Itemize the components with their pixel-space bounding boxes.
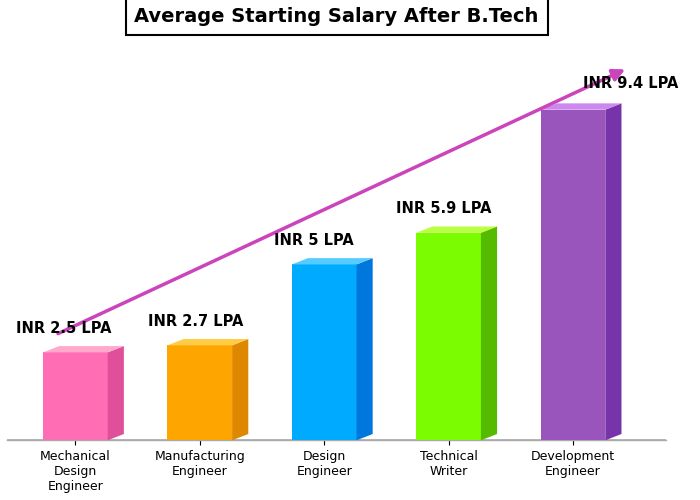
Polygon shape bbox=[108, 346, 124, 440]
Polygon shape bbox=[167, 346, 232, 440]
Polygon shape bbox=[232, 339, 248, 440]
Text: INR 2.7 LPA: INR 2.7 LPA bbox=[148, 314, 243, 328]
Polygon shape bbox=[167, 339, 248, 345]
Polygon shape bbox=[540, 104, 622, 110]
Polygon shape bbox=[416, 226, 497, 233]
Text: INR 5 LPA: INR 5 LPA bbox=[274, 233, 354, 248]
Text: INR 5.9 LPA: INR 5.9 LPA bbox=[396, 201, 492, 216]
Polygon shape bbox=[540, 110, 606, 440]
Polygon shape bbox=[43, 352, 108, 440]
Text: INR 2.5 LPA: INR 2.5 LPA bbox=[15, 320, 111, 336]
Polygon shape bbox=[416, 233, 481, 440]
Polygon shape bbox=[356, 258, 372, 440]
Title: Average Starting Salary After B.Tech: Average Starting Salary After B.Tech bbox=[134, 7, 539, 26]
Polygon shape bbox=[43, 346, 124, 352]
Polygon shape bbox=[606, 104, 622, 440]
Polygon shape bbox=[292, 258, 372, 264]
Polygon shape bbox=[481, 226, 497, 440]
Polygon shape bbox=[292, 264, 356, 440]
Text: INR 9.4 LPA: INR 9.4 LPA bbox=[583, 76, 678, 90]
